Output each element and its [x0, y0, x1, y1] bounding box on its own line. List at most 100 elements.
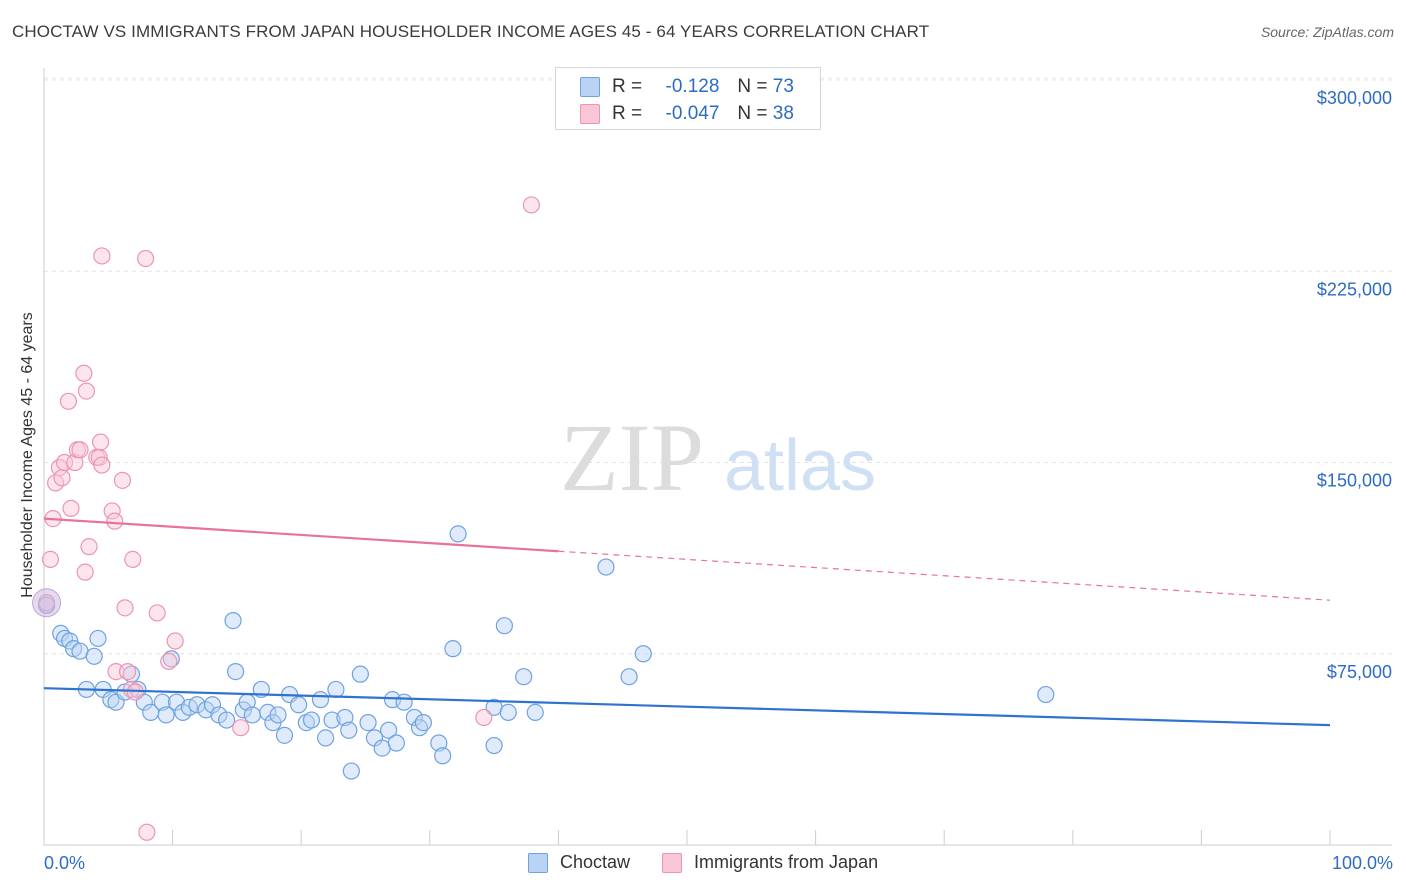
legend-n-label: N = — [737, 76, 768, 97]
trend-line-choctaw — [43, 687, 1331, 727]
japan-point — [116, 599, 134, 617]
legend-n-label: N = — [737, 103, 768, 124]
legend-r-value: -0.047 — [665, 103, 720, 124]
choctaw-point — [224, 611, 242, 630]
choctaw-point — [167, 693, 186, 711]
japan-point — [118, 662, 137, 681]
choctaw-point — [449, 525, 467, 543]
legend-n-value: 38 — [772, 103, 794, 124]
japan-point — [113, 471, 132, 489]
x-tick-min: 0.0% — [44, 853, 86, 873]
choctaw-point — [414, 713, 432, 732]
legend-row-choctaw: R = -0.128 N = 73 — [580, 74, 794, 100]
choctaw-point — [387, 734, 405, 752]
japan-point — [75, 364, 93, 382]
japan-point — [475, 708, 493, 727]
japan-point — [136, 249, 155, 268]
japan-point — [166, 632, 184, 650]
legend-row-japan: R = -0.047 N = 38 — [580, 101, 794, 127]
trend-line-japan-solid — [43, 517, 559, 553]
japan-point — [80, 538, 98, 556]
choctaw-point — [327, 680, 345, 699]
japan-point — [77, 382, 96, 400]
legend-label-japan: Immigrants from Japan — [694, 852, 879, 872]
choctaw-point — [85, 647, 103, 665]
japan-point — [93, 247, 111, 265]
japan-point — [106, 512, 124, 530]
choctaw-point — [526, 703, 544, 722]
watermark: ZIP atlas — [560, 404, 876, 511]
choctaw-point — [162, 650, 180, 668]
overlap-point — [32, 588, 62, 618]
japan-point — [59, 392, 78, 410]
choctaw-point — [259, 703, 277, 722]
choctaw-point — [342, 762, 360, 780]
choctaw-point — [380, 721, 398, 739]
choctaw-point — [302, 711, 321, 729]
japan-point — [76, 563, 94, 581]
axes — [43, 68, 1392, 846]
choctaw-point — [359, 713, 377, 732]
choctaw-point — [275, 726, 294, 744]
japan-point — [62, 499, 80, 517]
choctaw-point — [620, 668, 638, 686]
legend-swatch-choctaw — [528, 852, 548, 873]
japan-point — [41, 550, 60, 569]
watermark-zip: ZIP — [560, 404, 704, 511]
japan-point — [522, 196, 540, 214]
y-axis-label: Householder Income Ages 45 - 64 years — [19, 312, 36, 598]
legend-item-choctaw: Choctaw — [528, 852, 630, 873]
y-tick-label: $300,000 — [1317, 88, 1392, 108]
choctaw-point — [430, 734, 448, 752]
choctaw-point — [243, 706, 261, 724]
grid-lines — [44, 77, 1392, 655]
choctaw-point — [317, 729, 335, 747]
series-japan — [32, 196, 540, 841]
legend-label-choctaw: Choctaw — [560, 852, 631, 872]
trend-line-japan-dashed — [558, 550, 1331, 601]
choctaw-point — [444, 640, 462, 658]
legend-swatch-japan — [662, 852, 683, 873]
y-tick-labels: $75,000 $150,000 $225,000 $300,000 — [1317, 88, 1392, 682]
legend-n-value: 73 — [772, 76, 794, 97]
legend-item-japan: Immigrants from Japan — [662, 852, 878, 873]
x-tick-max: 100.0% — [1331, 853, 1393, 873]
legend-r-label: R = — [612, 76, 643, 97]
series-legend: Choctaw Immigrants from Japan — [528, 852, 910, 873]
legend-swatch-choctaw — [580, 77, 600, 97]
choctaw-point — [323, 711, 341, 729]
japan-point — [103, 502, 121, 520]
choctaw-point — [336, 708, 354, 727]
japan-point — [124, 550, 142, 569]
correlation-legend: R = -0.128 N = 73 R = -0.047 N = 38 — [555, 67, 821, 130]
japan-point — [160, 652, 178, 671]
source-credit: Source: ZipAtlas.com — [1260, 24, 1394, 40]
choctaw-point — [203, 696, 222, 714]
choctaw-point — [227, 662, 245, 681]
choctaw-point — [597, 558, 615, 576]
watermark-atlas: atlas — [724, 426, 876, 506]
legend-swatch-japan — [580, 104, 600, 124]
choctaw-point — [311, 691, 330, 709]
japan-point — [232, 719, 250, 737]
series-choctaw — [37, 525, 1055, 780]
japan-point — [148, 604, 166, 622]
choctaw-point — [434, 747, 452, 765]
y-tick-label: $225,000 — [1317, 279, 1392, 299]
japan-point — [91, 433, 110, 451]
choctaw-point — [515, 668, 533, 686]
choctaw-point — [89, 629, 107, 648]
choctaw-point — [269, 706, 287, 724]
choctaw-point — [351, 665, 369, 683]
y-tick-label: $150,000 — [1317, 471, 1392, 491]
choctaw-point — [485, 736, 503, 755]
choctaw-point — [290, 696, 308, 714]
choctaw-point — [157, 706, 175, 724]
choctaw-point — [153, 693, 171, 711]
trend-lines — [43, 517, 1331, 727]
japan-point — [53, 469, 71, 487]
choctaw-point — [395, 693, 413, 711]
choctaw-point — [634, 645, 652, 663]
japan-point — [93, 456, 111, 474]
